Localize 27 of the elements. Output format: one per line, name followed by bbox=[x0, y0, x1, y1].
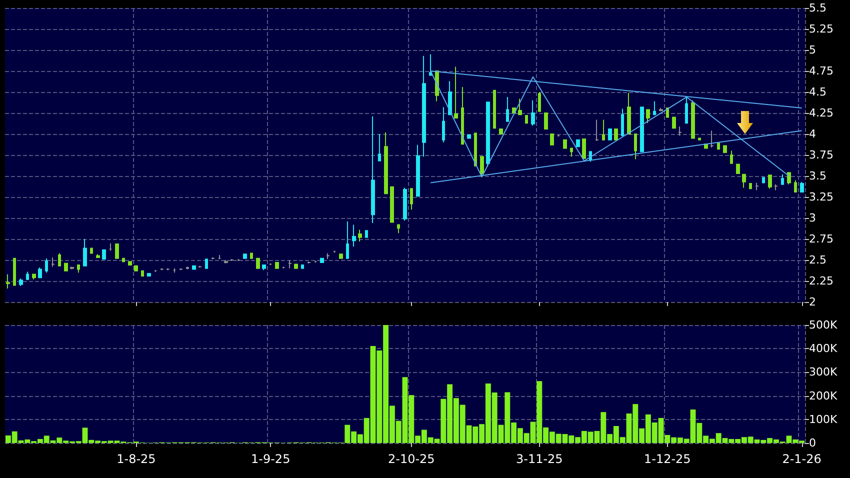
x-tick-label: 2-10-25 bbox=[388, 452, 435, 466]
y-tick-label: 3.5 bbox=[809, 170, 826, 182]
y-tick-label: 300K bbox=[809, 366, 838, 379]
x-tick-label: 1-8-25 bbox=[116, 452, 156, 466]
y-tick-label: 3.25 bbox=[809, 190, 834, 204]
x-tick-label: 1-12-25 bbox=[644, 452, 691, 466]
y-tick-label: 4 bbox=[809, 128, 816, 140]
y-tick-label: 200K bbox=[809, 389, 838, 402]
y-tick-label: 100K bbox=[809, 412, 838, 426]
y-tick-label: 4.75 bbox=[809, 64, 834, 78]
y-tick-label: 5 bbox=[809, 44, 816, 56]
y-tick-label: 2.75 bbox=[809, 232, 834, 246]
x-tick-label: 2-1-26 bbox=[782, 452, 822, 466]
y-tick-label: 3 bbox=[809, 212, 816, 224]
y-tick-label: 5.5 bbox=[809, 2, 826, 14]
y-tick-label: 2.25 bbox=[809, 274, 834, 288]
y-tick-label: 2 bbox=[809, 296, 816, 308]
y-tick-label: 2.5 bbox=[809, 254, 826, 266]
y-tick-label: 4.25 bbox=[809, 106, 834, 120]
y-tick-label: 0 bbox=[809, 436, 816, 450]
x-tick-label: 1-9-25 bbox=[251, 452, 290, 466]
y-tick-label: 5.25 bbox=[809, 22, 834, 36]
x-tick-label: 3-11-25 bbox=[516, 452, 563, 466]
y-tick-label: 500K bbox=[809, 318, 838, 332]
y-tick-label: 4.5 bbox=[809, 86, 826, 98]
y-tick-label: 3.75 bbox=[809, 148, 834, 162]
y-tick-label: 400K bbox=[809, 342, 838, 356]
